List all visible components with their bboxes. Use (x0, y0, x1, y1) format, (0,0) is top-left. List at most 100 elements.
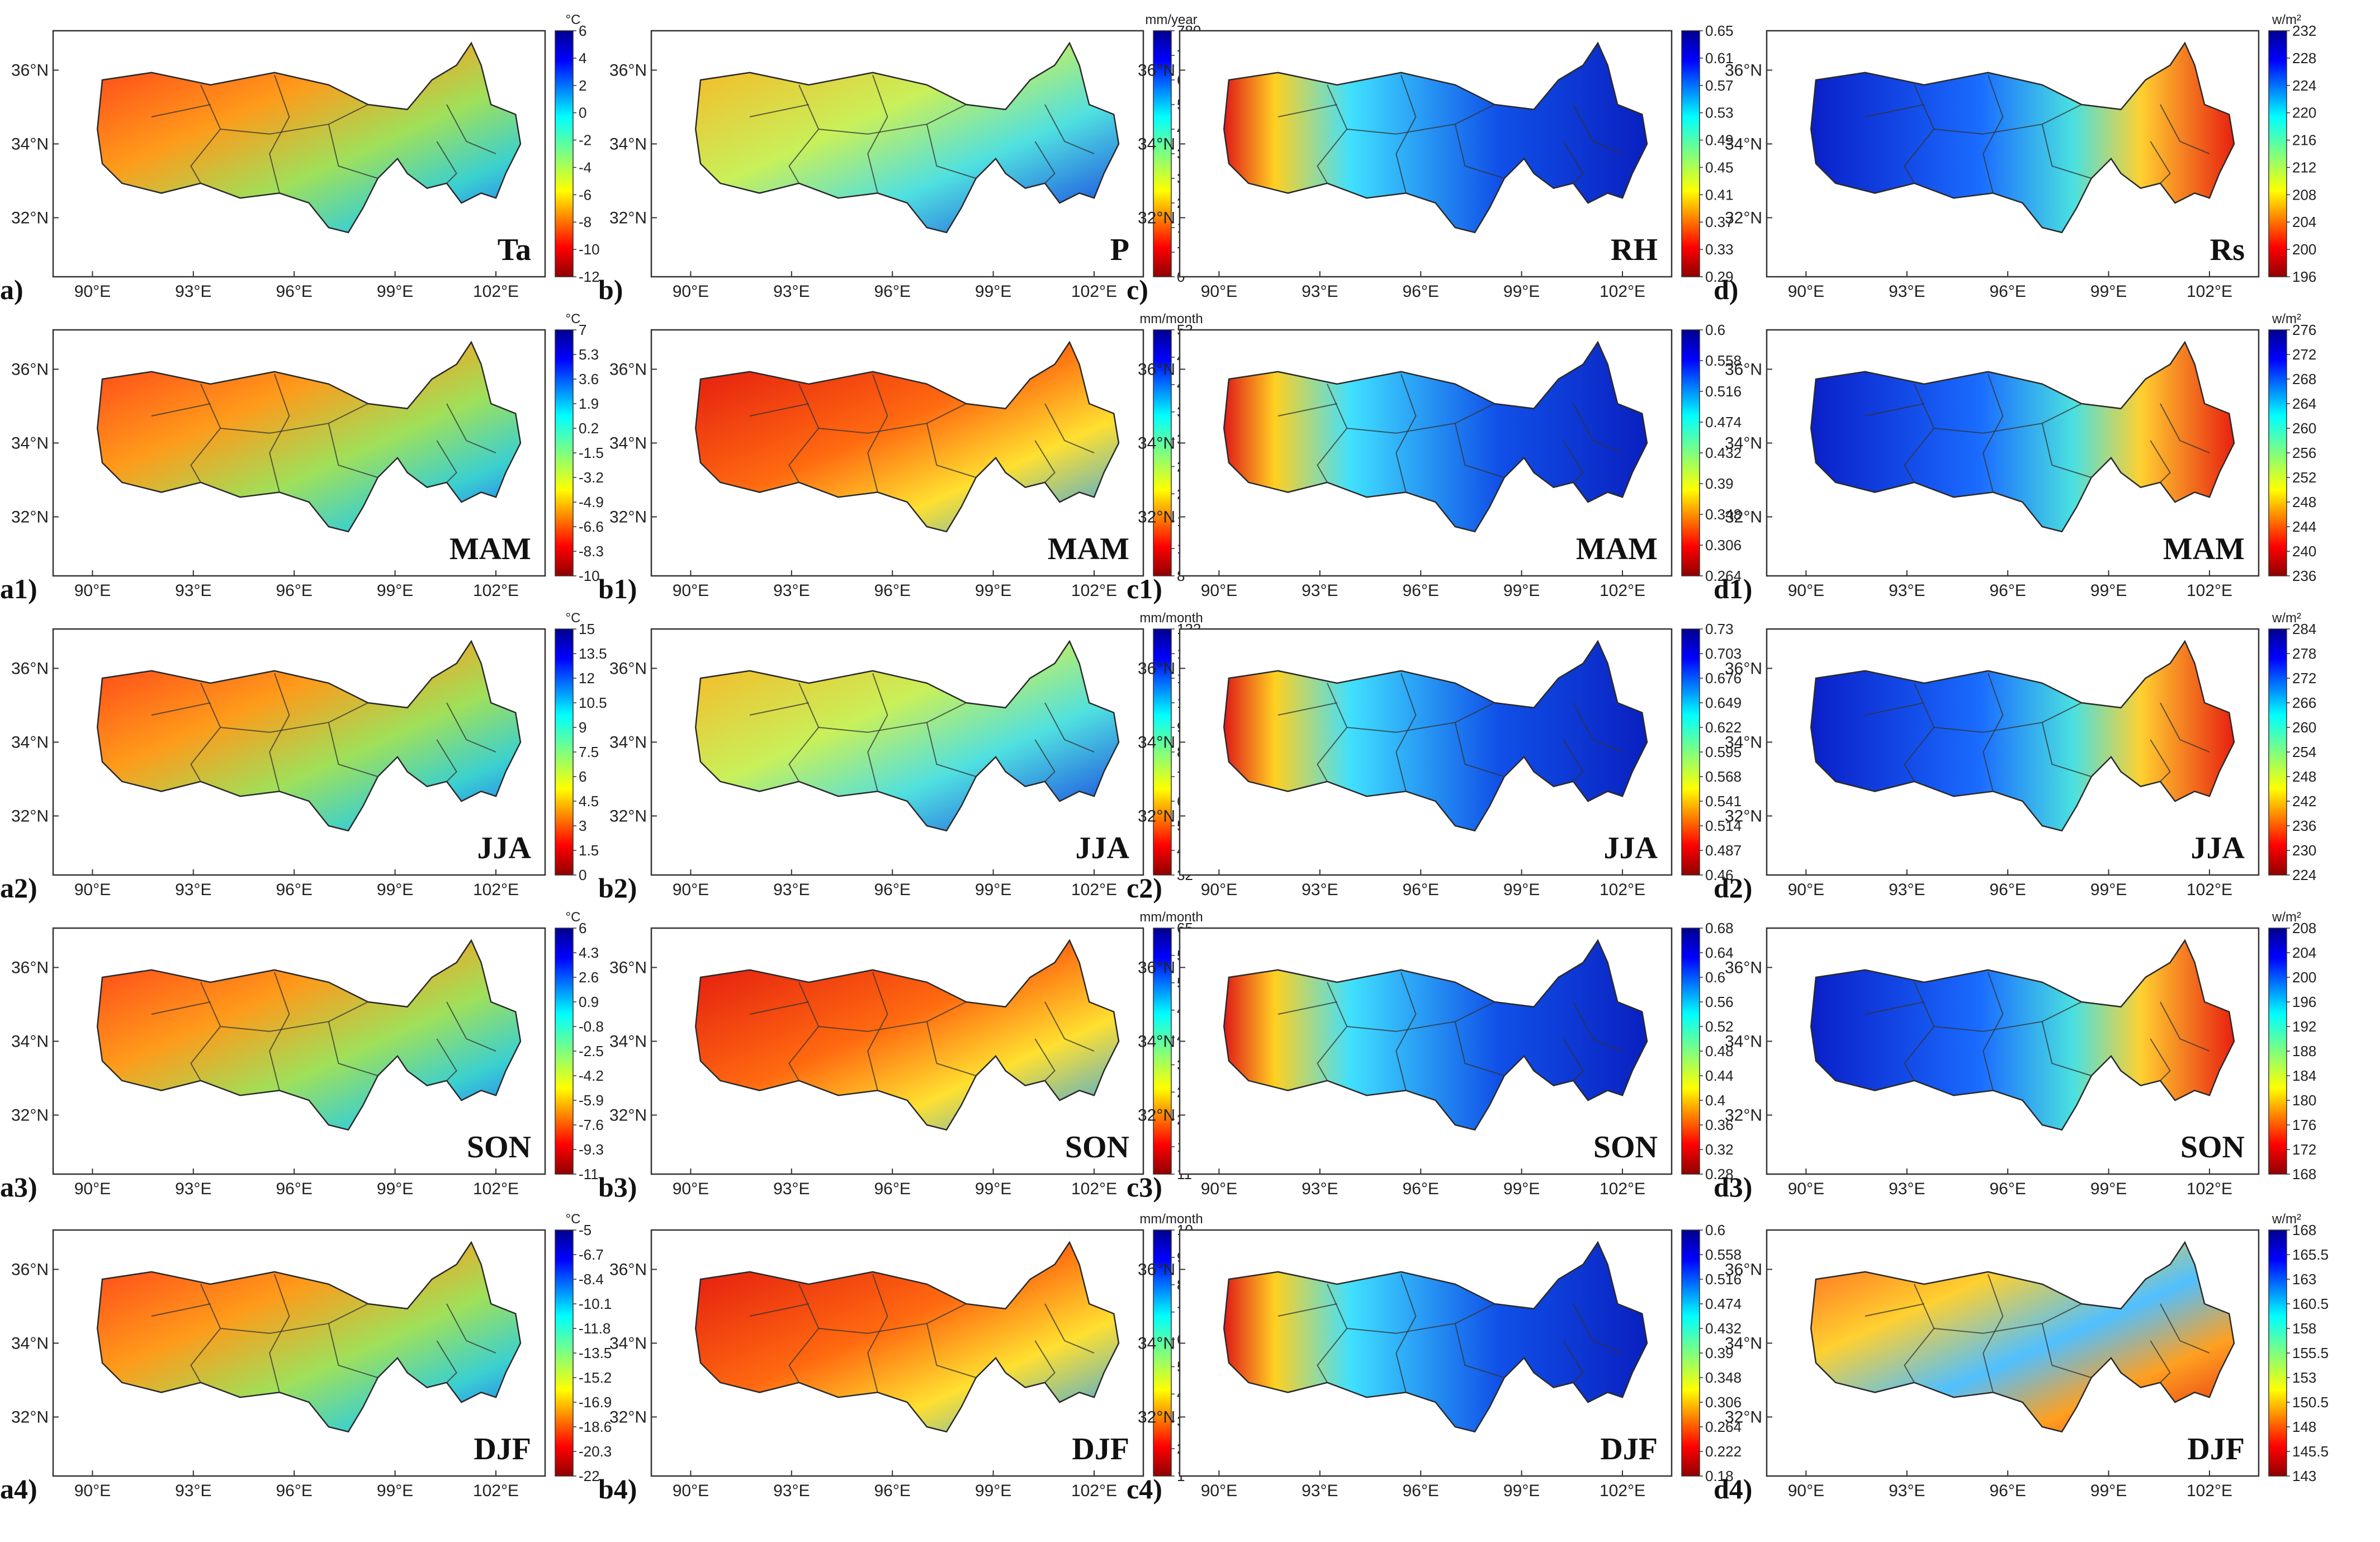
colorbar (1681, 628, 1700, 876)
basin-boundary (1395, 972, 1417, 1091)
lon-tick-label: 93°E (773, 1482, 810, 1500)
basin-boundary (1573, 1001, 1623, 1052)
lon-tick-label: 102°E (473, 1482, 519, 1500)
lon-tick-label: 93°E (175, 581, 211, 600)
lat-tick-label: 34°N (1138, 135, 1175, 153)
basin-boundary (1277, 403, 1337, 417)
colorbar-tick-label: 0.474 (1705, 1295, 1742, 1312)
lon-tick-label: 93°E (1889, 581, 1925, 600)
colorbar-tick-label: 224 (2292, 77, 2316, 94)
lon-tick-label: 102°E (1600, 581, 1645, 600)
lon-tick-label: 99°E (2090, 581, 2127, 600)
lon-tick-label: 90°E (673, 1180, 709, 1198)
colorbar-tick-label: 0.36 (1705, 1117, 1734, 1133)
lat-tick-label: 32°N (1725, 1408, 1762, 1426)
variable-label: JJA (1604, 831, 1658, 865)
panel-label: a1) (0, 573, 37, 604)
lon-tick-label: 96°E (1990, 581, 2026, 600)
lat-tick-label: 36°N (609, 360, 647, 379)
basin-boundary (1454, 124, 1505, 179)
variable-label: RH (1611, 233, 1658, 267)
colorbar-tick-label: 2.6 (579, 969, 599, 986)
colorbar-tick-label: -11.8 (579, 1320, 611, 1337)
colorbar-tick-label: 216 (2292, 132, 2316, 149)
lat-tick-label: 36°N (1138, 1260, 1175, 1279)
basin-boundary (1934, 1303, 2082, 1334)
basin-boundary (1277, 104, 1337, 117)
colorbar-tick-label: -11 (579, 1166, 599, 1182)
basin-boundary (190, 982, 221, 1081)
colorbar (2268, 1229, 2287, 1477)
variable-label: JJA (2191, 831, 2245, 865)
colorbar-tick-label: 4 (579, 50, 586, 67)
lon-tick-label: 102°E (1071, 1482, 1117, 1500)
colorbar-tick-label: 0.52 (1705, 1018, 1734, 1035)
colorbar-tick-label: 264 (2292, 395, 2316, 412)
colorbar-tick-label: 0.558 (1705, 352, 1742, 369)
colorbar-tick-label: 0.41 (1705, 186, 1734, 203)
colorbar-tick-label: 244 (2292, 518, 2316, 535)
variable-label: DJF (2187, 1432, 2245, 1467)
lon-tick-label: 99°E (1503, 1180, 1540, 1198)
colorbar-tick-label: 172 (2292, 1141, 2316, 1158)
basin-boundary (328, 722, 378, 777)
lon-tick-label: 102°E (2187, 881, 2232, 899)
basin-boundary (1044, 104, 1095, 154)
colorbar-tick-label: 276 (2292, 321, 2316, 338)
lat-tick-label: 34°N (11, 733, 49, 751)
lat-tick-label: 34°N (1138, 1032, 1175, 1051)
colorbar (1153, 329, 1172, 576)
lon-tick-label: 99°E (377, 581, 413, 600)
colorbar (1153, 628, 1172, 876)
lat-tick-label: 36°N (11, 1260, 49, 1279)
colorbar (1153, 30, 1172, 277)
colorbar-tick-label: 0.306 (1705, 537, 1742, 554)
basin-boundary (1865, 1001, 1924, 1015)
lon-tick-label: 102°E (2187, 282, 2232, 301)
basin-boundary (190, 683, 221, 782)
lon-tick-label: 93°E (1889, 1482, 1925, 1500)
basin-boundary (867, 373, 888, 493)
basin-boundary (446, 104, 496, 154)
colorbar-tick-label: 0.65 (1705, 22, 1734, 39)
colorbar-tick-label: 266 (2292, 694, 2316, 711)
lon-tick-label: 99°E (975, 881, 1011, 899)
colorbar-tick-label: 224 (2292, 867, 2316, 883)
basin-boundary (1865, 1303, 1924, 1317)
colorbar-tick-label: -5.9 (579, 1092, 604, 1109)
lon-tick-label: 99°E (1503, 282, 1540, 301)
colorbar-tick-label: 4.3 (579, 944, 599, 961)
basin-boundary (1317, 982, 1348, 1081)
basin-boundary (1347, 1001, 1495, 1032)
basin-boundary (1454, 1323, 1505, 1378)
panel-label: a3) (0, 1171, 37, 1203)
colorbar-tick-label: 163 (2292, 1271, 2316, 1288)
colorbar-tick-label: -9.3 (579, 1141, 604, 1158)
basin-boundary (1347, 403, 1495, 434)
colorbar-tick-label: 0.516 (1705, 383, 1742, 400)
lat-tick-label: 36°N (609, 1260, 647, 1279)
lat-tick-label: 36°N (11, 360, 49, 379)
colorbar-tick-label: 165.5 (2292, 1246, 2329, 1263)
colorbar-tick-label: 9 (579, 719, 586, 736)
colorbar-tick-label: -15.2 (579, 1369, 612, 1386)
lon-tick-label: 90°E (74, 1482, 111, 1500)
panel-c4: 90°E 93°E 96°E 99°E 102°E 36°N 34°N 32°N DJF c4) 0… (1127, 1222, 1742, 1505)
panel-a2: 90°E 93°E 96°E 99°E 102°E 36°N 34°N 32°N JJA a2) 1… (0, 611, 607, 904)
colorbar-tick-label: 0.68 (1705, 920, 1734, 936)
lon-tick-label: 102°E (2187, 1180, 2232, 1198)
colorbar-tick-label: -0.8 (579, 1018, 604, 1035)
panel-d2: 90°E 93°E 96°E 99°E 102°E 36°N 34°N 32°N JJA d2) 2… (1714, 611, 2316, 904)
panel-label: c4) (1127, 1473, 1162, 1505)
colorbar-tick-label: 0.487 (1705, 842, 1742, 859)
lon-tick-label: 90°E (1788, 581, 1824, 600)
panel-label: a4) (0, 1473, 37, 1505)
basin-boundary (926, 1323, 977, 1378)
basin-boundary (2150, 1038, 2171, 1081)
colorbar-tick-label: 260 (2292, 420, 2316, 437)
colorbar-tick-label: 155.5 (2292, 1345, 2329, 1361)
colorbar-tick-label: 15 (579, 621, 595, 637)
lon-tick-label: 96°E (276, 881, 313, 899)
panel-c3: 90°E 93°E 96°E 99°E 102°E 36°N 34°N 32°N SON c3) 0… (1127, 920, 1734, 1203)
colorbar-tick-label: 260 (2292, 719, 2316, 736)
